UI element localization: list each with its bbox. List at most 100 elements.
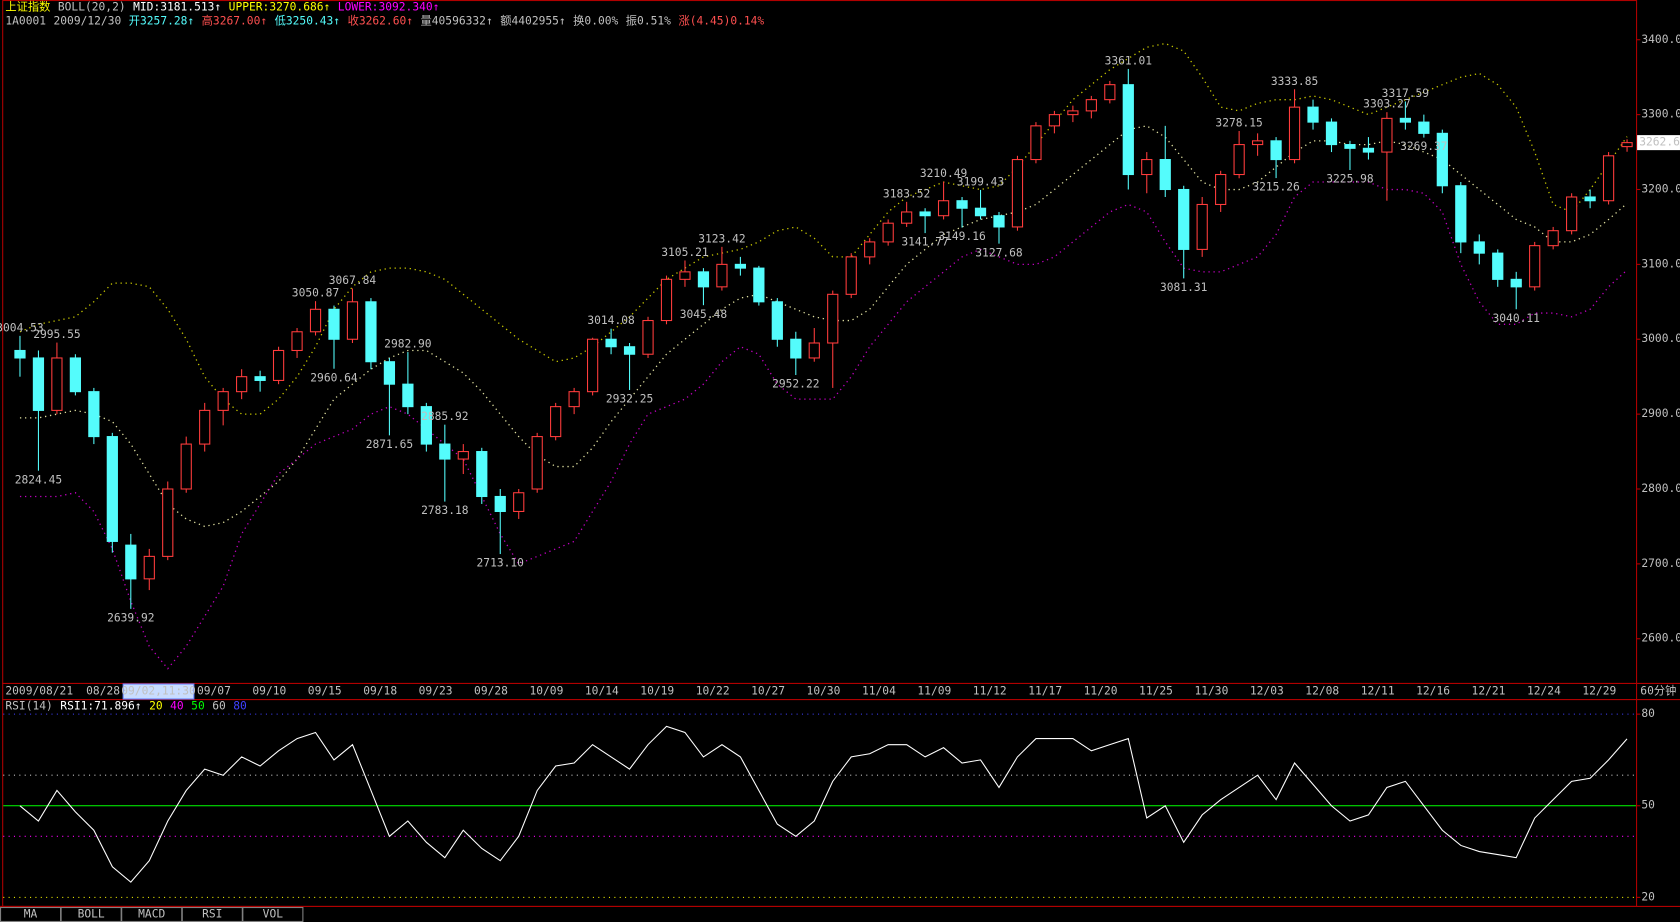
x-tick-label: 10/27 <box>751 685 785 698</box>
high-label: 2885.92 <box>421 410 468 423</box>
candle-body <box>1270 140 1282 161</box>
x-tick-label: 09/28 <box>474 685 508 698</box>
tab[interactable]: VOL <box>242 906 304 922</box>
y-tick-label: 20 <box>1641 890 1655 903</box>
x-tick-label: 08/28 <box>86 685 120 698</box>
high-label: 3014.08 <box>587 314 635 327</box>
header-segment: 上证指数 <box>5 0 50 14</box>
candle-body <box>660 278 673 322</box>
candle-body <box>1048 114 1061 127</box>
high-label: 3361.01 <box>1105 54 1153 67</box>
low-label: 3149.16 <box>938 230 986 243</box>
y-tick-label: 2600.0 <box>1641 632 1680 645</box>
candle-body <box>1159 159 1171 191</box>
y-tick-label: 3000.0 <box>1641 332 1680 345</box>
candle-body <box>236 376 248 393</box>
candle-body <box>309 308 322 333</box>
x-tick-label: 09/18 <box>363 685 397 698</box>
header-segment: 振0.51% <box>626 13 671 27</box>
candle-body <box>476 451 488 498</box>
tab-label: MA <box>24 907 38 920</box>
candle-body <box>586 338 599 393</box>
candle-body <box>1602 155 1615 202</box>
high-label: 3333.85 <box>1271 75 1318 88</box>
candle-body <box>1122 84 1134 176</box>
candle-body <box>845 256 857 295</box>
x-tick-label: 11/25 <box>1139 685 1173 698</box>
low-label: 2932.25 <box>606 393 653 406</box>
rsi-line <box>19 725 1628 883</box>
candle-body <box>827 293 839 344</box>
low-label: 2952.22 <box>772 378 819 391</box>
candle-body <box>88 391 100 438</box>
candle-body <box>1510 278 1522 288</box>
candle-body <box>1399 117 1412 123</box>
x-tick-label: 12/29 <box>1582 685 1616 698</box>
candle-body <box>457 451 469 460</box>
candle-body <box>771 301 783 340</box>
level-legend: 50 <box>191 700 205 713</box>
header-segment: 收3262.60↑ <box>348 13 413 27</box>
tab[interactable]: RSI <box>181 906 243 922</box>
candle-body <box>513 492 525 512</box>
candle-body <box>1067 110 1079 116</box>
candle-body <box>106 436 118 542</box>
cursor-box <box>122 683 195 700</box>
rsi-header: RSI(14) RSI1:71.896↑ 20 40 50 60 80 <box>5 700 247 713</box>
cursor-label: 09/02,11:30 <box>121 685 196 698</box>
candle-body <box>642 319 654 355</box>
y-tick-label: 3100.0 <box>1641 257 1680 270</box>
candle-body <box>1085 99 1097 112</box>
header-segment: 换0.00% <box>573 13 618 27</box>
header-segment: 量40596332↑ <box>421 14 493 27</box>
candle-body <box>605 338 617 348</box>
x-tick-label: 12/08 <box>1305 685 1339 698</box>
candle-body <box>1381 117 1393 153</box>
header-segment: 低3250.43↑ <box>275 14 340 27</box>
price-marker <box>1637 135 1680 151</box>
high-label: 3050.87 <box>292 287 339 300</box>
candle-body <box>1104 84 1116 101</box>
candle-body <box>254 376 266 381</box>
low-label: 2639.92 <box>107 612 154 625</box>
candle-body <box>568 391 580 408</box>
high-label: 3317.59 <box>1382 87 1430 100</box>
header-segment: RSI(14) <box>5 700 52 713</box>
candle-body <box>734 263 747 269</box>
low-label: 2783.18 <box>421 504 469 517</box>
candle-body <box>993 215 1005 228</box>
x-tick-label: 09/07 <box>197 685 231 698</box>
header-segment: 高3267.00↑ <box>202 13 267 27</box>
tab[interactable]: MACD <box>121 906 183 922</box>
candle-body <box>1178 188 1190 250</box>
tab[interactable]: MA <box>0 906 62 922</box>
low-label: 3081.31 <box>1160 281 1208 294</box>
boll-line <box>19 181 1628 670</box>
tab[interactable]: BOLL <box>60 906 122 922</box>
candle-body <box>1215 173 1227 206</box>
candle-body <box>1436 132 1448 187</box>
candle-body <box>383 361 396 385</box>
candle-body <box>1251 140 1264 146</box>
candle-body <box>1529 245 1541 288</box>
candle-body <box>808 342 820 359</box>
low-label: 3215.26 <box>1252 181 1300 194</box>
high-label: 3067.84 <box>329 274 377 287</box>
candle-body <box>1566 196 1578 232</box>
header-segment: MID:3181.513↑ <box>133 1 221 14</box>
main-header-2: 1A0001 2009/12/30 开3257.28↑ 高3267.00↑ 低3250.… <box>5 13 764 27</box>
candle-body <box>32 357 45 411</box>
candle-body <box>937 200 950 217</box>
low-label: 2871.65 <box>366 438 413 451</box>
high-label: 3004.53 <box>0 321 44 334</box>
header-segment: RSI1:71.896↑ <box>60 700 141 713</box>
x-tick-label: 12/03 <box>1250 685 1284 698</box>
header-segment: 额4402955↑ <box>500 14 565 27</box>
candle-body <box>1344 144 1356 149</box>
low-label: 3045.48 <box>680 308 728 321</box>
tab-label: RSI <box>202 907 222 920</box>
y-tick-label: 3400.0 <box>1641 33 1680 46</box>
x-tick-label: 12/11 <box>1361 685 1395 698</box>
